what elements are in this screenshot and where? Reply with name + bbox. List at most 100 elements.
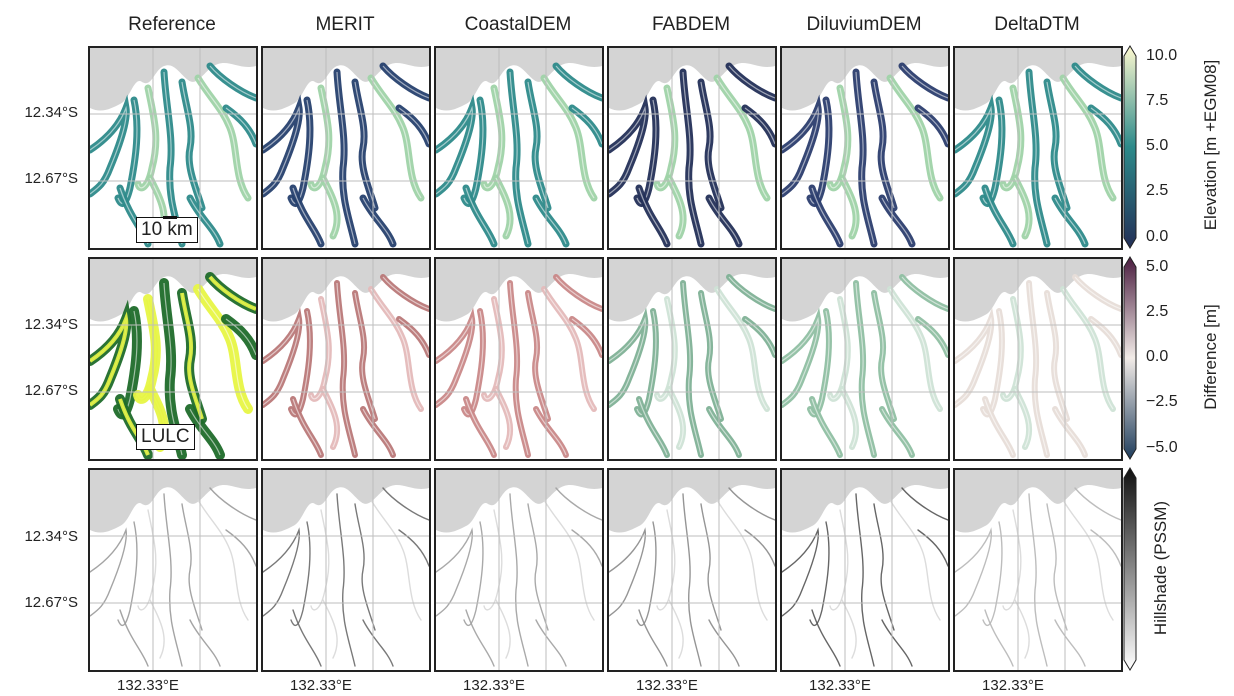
channel-centerline-5	[197, 288, 249, 410]
hillshade-colorbar	[1123, 467, 1137, 671]
channel-centerline-3	[336, 282, 356, 456]
channel-6	[553, 274, 602, 312]
channel-7	[571, 529, 602, 567]
channel-10	[119, 609, 149, 667]
channel-centerline-4	[527, 292, 549, 420]
channel-centerline-7	[398, 318, 429, 356]
lulc-label-box: LULC	[136, 424, 195, 450]
channel-centerline-5	[197, 77, 249, 199]
map-panel-difference-reference	[88, 257, 258, 461]
channel-5	[370, 499, 422, 621]
sea-area	[263, 48, 429, 111]
channel-8	[495, 599, 511, 659]
map-panel-hillshade-diluviumdem	[780, 468, 950, 672]
channel-centerline-10	[465, 187, 495, 245]
channel-centerline-3	[336, 71, 356, 245]
channel-0	[263, 527, 300, 617]
lon-label-col6: 132.33°E	[982, 677, 1044, 694]
channel-centerline-0	[782, 316, 819, 406]
map-panel-hillshade-fabdem	[607, 468, 777, 672]
sea-area	[609, 470, 775, 533]
sea-area	[955, 470, 1121, 533]
lon-label-col1: 132.33°E	[117, 677, 179, 694]
lat-label-row1-a: 12.34°S	[24, 104, 78, 121]
diff-tick-0: 0.0	[1146, 348, 1169, 365]
channel-9	[189, 619, 221, 667]
sea-area	[436, 259, 602, 322]
channel-centerline-0	[955, 105, 992, 195]
channel-3	[682, 493, 702, 667]
channel-centerline-10	[638, 187, 668, 245]
channel-centerline-4	[873, 292, 895, 420]
channel-centerline-7	[1090, 107, 1121, 145]
channel-5	[1062, 499, 1114, 621]
channel-centerline-9	[362, 197, 394, 245]
channel-10	[811, 609, 841, 667]
elev-tick-5: 5.0	[1146, 137, 1169, 154]
scale-bar-label: 10 km	[141, 219, 193, 240]
channel-4	[527, 503, 549, 631]
sea-area	[90, 470, 256, 533]
channel-6	[898, 62, 948, 102]
channel-centerline-3	[855, 71, 875, 245]
channel-5	[543, 499, 595, 621]
channel-centerline-4	[700, 81, 722, 209]
lat-label-row3-a: 12.34°S	[24, 528, 78, 545]
channel-10	[292, 609, 322, 667]
channel-5	[716, 499, 768, 621]
channel-centerline-6	[209, 65, 256, 99]
channel-centerline-4	[354, 81, 376, 209]
channel-centerline-6	[901, 276, 948, 310]
lat-label-row1-b: 12.67°S	[24, 170, 78, 187]
channel-centerline-7	[1090, 318, 1121, 356]
channel-centerline-0	[609, 105, 646, 195]
channel-3	[1028, 493, 1048, 667]
channel-6	[728, 487, 775, 521]
channel-1	[636, 521, 657, 627]
channel-9	[1054, 619, 1086, 667]
col-title-merit: MERIT	[315, 14, 375, 35]
channel-centerline-6	[728, 276, 775, 310]
channel-centerline-1	[463, 310, 484, 416]
channel-1	[463, 521, 484, 627]
channel-centerline-0	[436, 316, 473, 406]
channel-centerline-3	[682, 282, 702, 456]
channel-5	[197, 499, 249, 621]
sea-area	[782, 48, 948, 111]
channel-6	[206, 62, 256, 102]
col-title-diluviumdem: DiluviumDEM	[806, 14, 922, 35]
channel-3	[855, 493, 875, 667]
channel-10	[465, 609, 495, 667]
channel-6	[725, 62, 775, 102]
channel-centerline-7	[398, 107, 429, 145]
channel-centerline-6	[728, 65, 775, 99]
channel-4	[354, 503, 376, 631]
channel-centerline-4	[1046, 81, 1068, 209]
channel-3	[336, 493, 356, 667]
channel-centerline-9	[881, 408, 913, 456]
channel-centerline-7	[225, 107, 256, 145]
channel-centerline-10	[292, 398, 322, 456]
channel-6	[1071, 62, 1121, 102]
col-title-reference: Reference	[128, 14, 216, 35]
channel-3	[163, 493, 183, 667]
channel-6	[552, 62, 602, 102]
map-panel-hillshade-deltadtm	[953, 468, 1123, 672]
channel-6	[901, 487, 948, 521]
channel-centerline-5	[716, 77, 768, 199]
channel-centerline-9	[1054, 197, 1086, 245]
channel-centerline-6	[555, 276, 602, 310]
channel-centerline-0	[436, 105, 473, 195]
sea-area	[782, 259, 948, 322]
channel-centerline-9	[708, 197, 740, 245]
channel-centerline-6	[382, 65, 429, 99]
channel-centerline-10	[811, 398, 841, 456]
channel-8	[841, 599, 857, 659]
channel-centerline-0	[90, 105, 127, 195]
channel-0	[955, 527, 992, 617]
channel-centerline-7	[744, 107, 775, 145]
channel-6	[209, 487, 256, 521]
channel-centerline-4	[700, 292, 722, 420]
map-panel-difference-diluviumdem	[780, 257, 950, 461]
channel-centerline-3	[855, 282, 875, 456]
